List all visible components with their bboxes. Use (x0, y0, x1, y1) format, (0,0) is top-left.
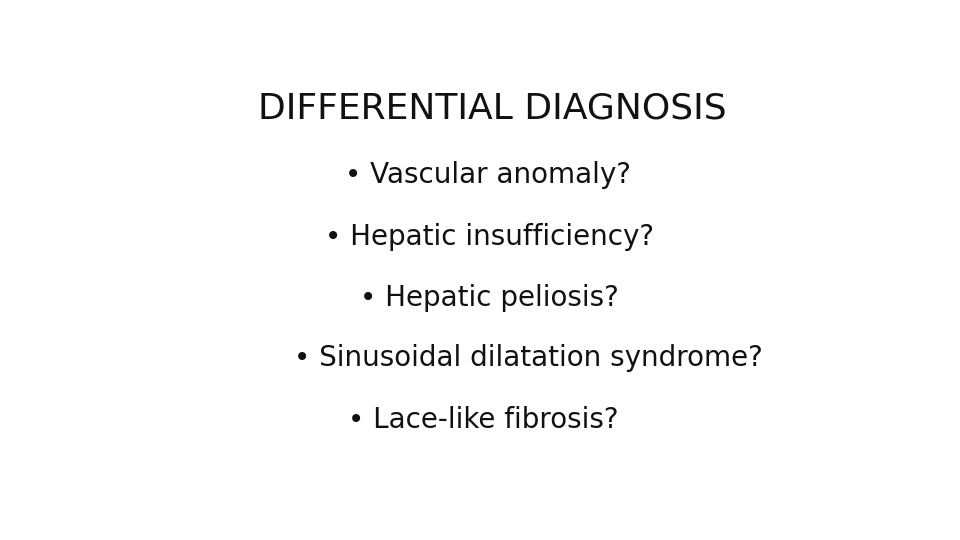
Text: • Vascular anomaly?: • Vascular anomaly? (345, 161, 631, 189)
Text: • Sinusoidal dilatation syndrome?: • Sinusoidal dilatation syndrome? (294, 344, 763, 372)
Text: • Hepatic peliosis?: • Hepatic peliosis? (360, 284, 619, 312)
Text: • Lace-like fibrosis?: • Lace-like fibrosis? (348, 406, 619, 434)
Text: DIFFERENTIAL DIAGNOSIS: DIFFERENTIAL DIAGNOSIS (257, 91, 727, 125)
Text: • Hepatic insufficiency?: • Hepatic insufficiency? (325, 224, 655, 251)
